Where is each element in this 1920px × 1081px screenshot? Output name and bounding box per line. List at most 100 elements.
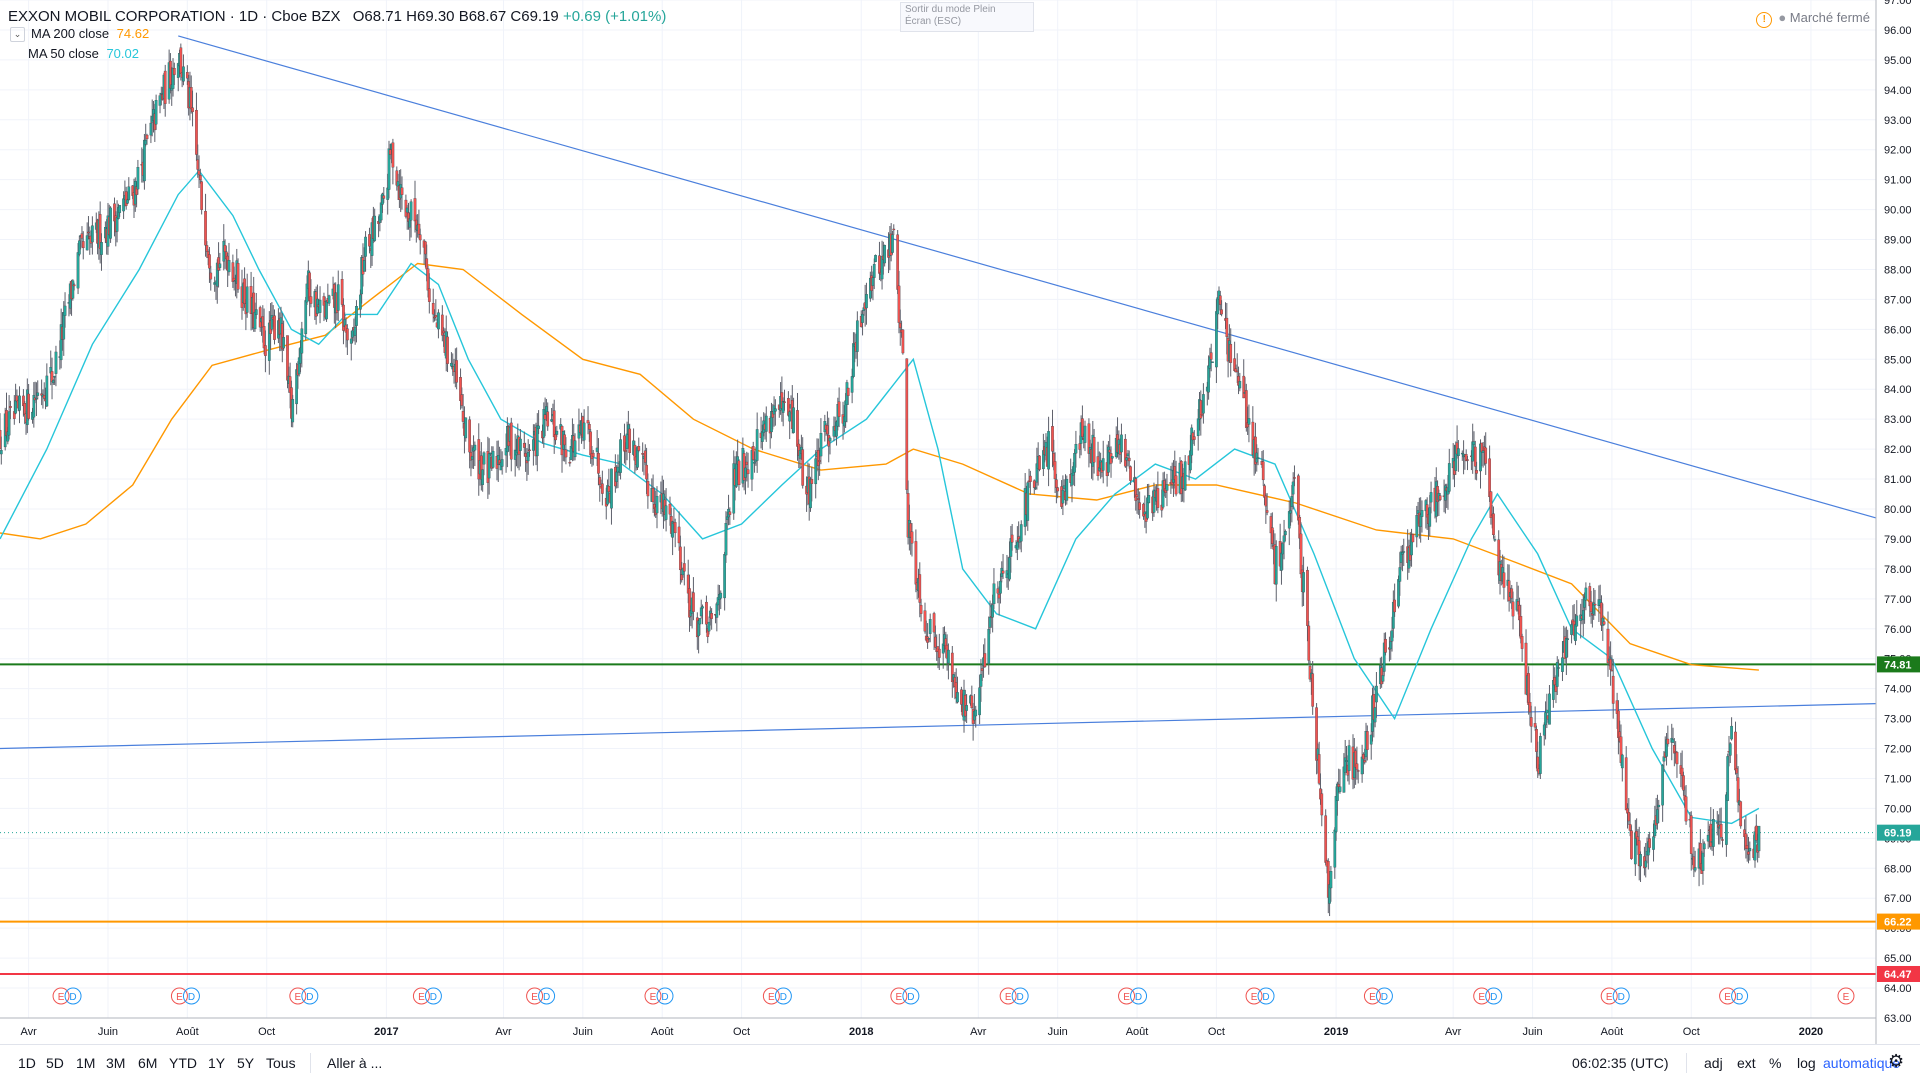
range-1m[interactable]: 1M bbox=[76, 1055, 96, 1071]
candle-body bbox=[9, 406, 12, 408]
goto-date-button[interactable]: Aller à ... bbox=[327, 1055, 383, 1071]
candle-body bbox=[1438, 495, 1442, 500]
candle-body bbox=[1702, 843, 1706, 850]
candle-body bbox=[919, 605, 923, 614]
price-level-tag bbox=[1877, 965, 1920, 982]
candle-body bbox=[1225, 317, 1229, 337]
range-6m[interactable]: 6M bbox=[138, 1055, 158, 1071]
dividend-label: D bbox=[1736, 992, 1743, 1003]
range-5d[interactable]: 5D bbox=[46, 1055, 64, 1071]
clock-display[interactable]: 06:02:35 (UTC) bbox=[1572, 1055, 1669, 1071]
log-toggle[interactable]: log bbox=[1797, 1055, 1816, 1071]
candle-body bbox=[1393, 599, 1396, 613]
candle-body bbox=[1398, 567, 1402, 582]
candle-body bbox=[1307, 625, 1311, 661]
candle-body bbox=[1317, 754, 1321, 784]
candle-body bbox=[304, 300, 308, 335]
candle-body bbox=[346, 328, 349, 341]
time-tick-label: Juin bbox=[573, 1026, 593, 1038]
earnings-label: E bbox=[176, 992, 183, 1003]
candle-body bbox=[1047, 431, 1050, 470]
exit-fullscreen-line2: Écran (ESC) bbox=[905, 16, 962, 27]
candle-body bbox=[1229, 344, 1233, 363]
candle-body bbox=[528, 449, 531, 452]
auto-scale-toggle[interactable]: automatique bbox=[1823, 1055, 1901, 1071]
ext-toggle[interactable]: ext bbox=[1737, 1055, 1756, 1071]
range-1d[interactable]: 1D bbox=[18, 1055, 36, 1071]
price-tick-label: 84.00 bbox=[1884, 384, 1912, 396]
market-status[interactable]: ! ● Marché fermé bbox=[1756, 10, 1870, 28]
range-all[interactable]: Tous bbox=[266, 1055, 296, 1071]
candle-body bbox=[1338, 786, 1342, 792]
price-tick-label: 64.00 bbox=[1884, 983, 1912, 995]
candle-body bbox=[1538, 736, 1542, 774]
candle-body bbox=[1584, 587, 1588, 601]
range-1y[interactable]: 1Y bbox=[208, 1055, 226, 1071]
percent-toggle[interactable]: % bbox=[1769, 1055, 1782, 1071]
exit-fullscreen-button[interactable]: Sortir du mode Plein Écran (ESC) bbox=[900, 2, 1034, 32]
candle-body bbox=[1415, 515, 1419, 538]
time-axis: Avr Juin Août Oct 2017 Avr Juin Août Oct 2018 Avr J… bbox=[0, 1017, 1876, 1038]
candle-body bbox=[1156, 488, 1160, 508]
gear-icon[interactable]: ⚙ bbox=[1888, 1051, 1905, 1071]
price-tick-label: 93.00 bbox=[1884, 115, 1912, 127]
candle-body bbox=[1329, 871, 1333, 889]
price-tick-label: 82.00 bbox=[1884, 444, 1912, 456]
dividend-label: D bbox=[430, 992, 437, 1003]
candle-body bbox=[1561, 657, 1564, 672]
indicator-ma200[interactable]: ⌄ MA 200 close 74.62 bbox=[10, 26, 149, 43]
time-tick-label: Juin bbox=[1048, 1026, 1068, 1038]
dividend-marker bbox=[1257, 987, 1275, 1005]
candle-body bbox=[628, 428, 632, 453]
candle-body bbox=[145, 134, 149, 140]
collapse-icon[interactable]: ⌄ bbox=[10, 27, 25, 43]
candle-body bbox=[1593, 603, 1597, 606]
price-tick-label: 76.00 bbox=[1884, 624, 1912, 636]
candle-body bbox=[619, 439, 622, 473]
candle-body bbox=[573, 440, 577, 458]
candle-body bbox=[1061, 489, 1065, 504]
candle-body bbox=[1347, 745, 1351, 771]
indicator-ma50[interactable]: MA 50 close 70.02 bbox=[28, 46, 139, 61]
candle-body bbox=[482, 452, 486, 465]
candle-body bbox=[63, 305, 67, 316]
candle-body bbox=[1712, 819, 1715, 847]
range-ytd[interactable]: YTD bbox=[169, 1055, 197, 1071]
candle-body bbox=[586, 420, 590, 424]
candle-body bbox=[273, 315, 276, 340]
dividend-label: D bbox=[1017, 992, 1024, 1003]
dividend-label: D bbox=[1262, 992, 1269, 1003]
earnings-marker bbox=[1837, 987, 1855, 1005]
candle-body bbox=[546, 411, 550, 427]
symbol-title[interactable]: EXXON MOBIL CORPORATION · 1D · Cboe BZX bbox=[8, 8, 341, 25]
price-tick-label: 97.00 bbox=[1884, 0, 1912, 7]
candle-body bbox=[861, 313, 864, 323]
ma200-line bbox=[0, 262, 1759, 671]
candle-body bbox=[1666, 738, 1670, 745]
price-tick-label: 90.00 bbox=[1884, 205, 1912, 217]
candle-body bbox=[1684, 796, 1688, 822]
candle-body bbox=[1748, 847, 1752, 852]
candle-body bbox=[705, 601, 708, 625]
candle-body bbox=[774, 408, 777, 412]
candle-body bbox=[874, 255, 877, 262]
candle-body bbox=[1053, 461, 1057, 480]
candle-body bbox=[974, 709, 978, 717]
candle-body bbox=[136, 167, 140, 190]
candle-body bbox=[1274, 545, 1278, 585]
candle-body bbox=[1661, 765, 1664, 806]
candle-body bbox=[191, 107, 194, 113]
range-3m[interactable]: 3M bbox=[106, 1055, 126, 1071]
earnings-label: E bbox=[1369, 992, 1376, 1003]
candle-body bbox=[783, 401, 786, 403]
candle-body bbox=[124, 191, 128, 206]
earnings-label: E bbox=[1005, 992, 1012, 1003]
adj-toggle[interactable]: adj bbox=[1704, 1055, 1723, 1071]
earnings-marker bbox=[412, 987, 430, 1005]
candle-body bbox=[746, 469, 750, 475]
range-5y[interactable]: 5Y bbox=[237, 1055, 255, 1071]
candle-body bbox=[1639, 854, 1642, 867]
dividend-marker bbox=[1375, 987, 1393, 1005]
candle-body bbox=[737, 460, 741, 486]
